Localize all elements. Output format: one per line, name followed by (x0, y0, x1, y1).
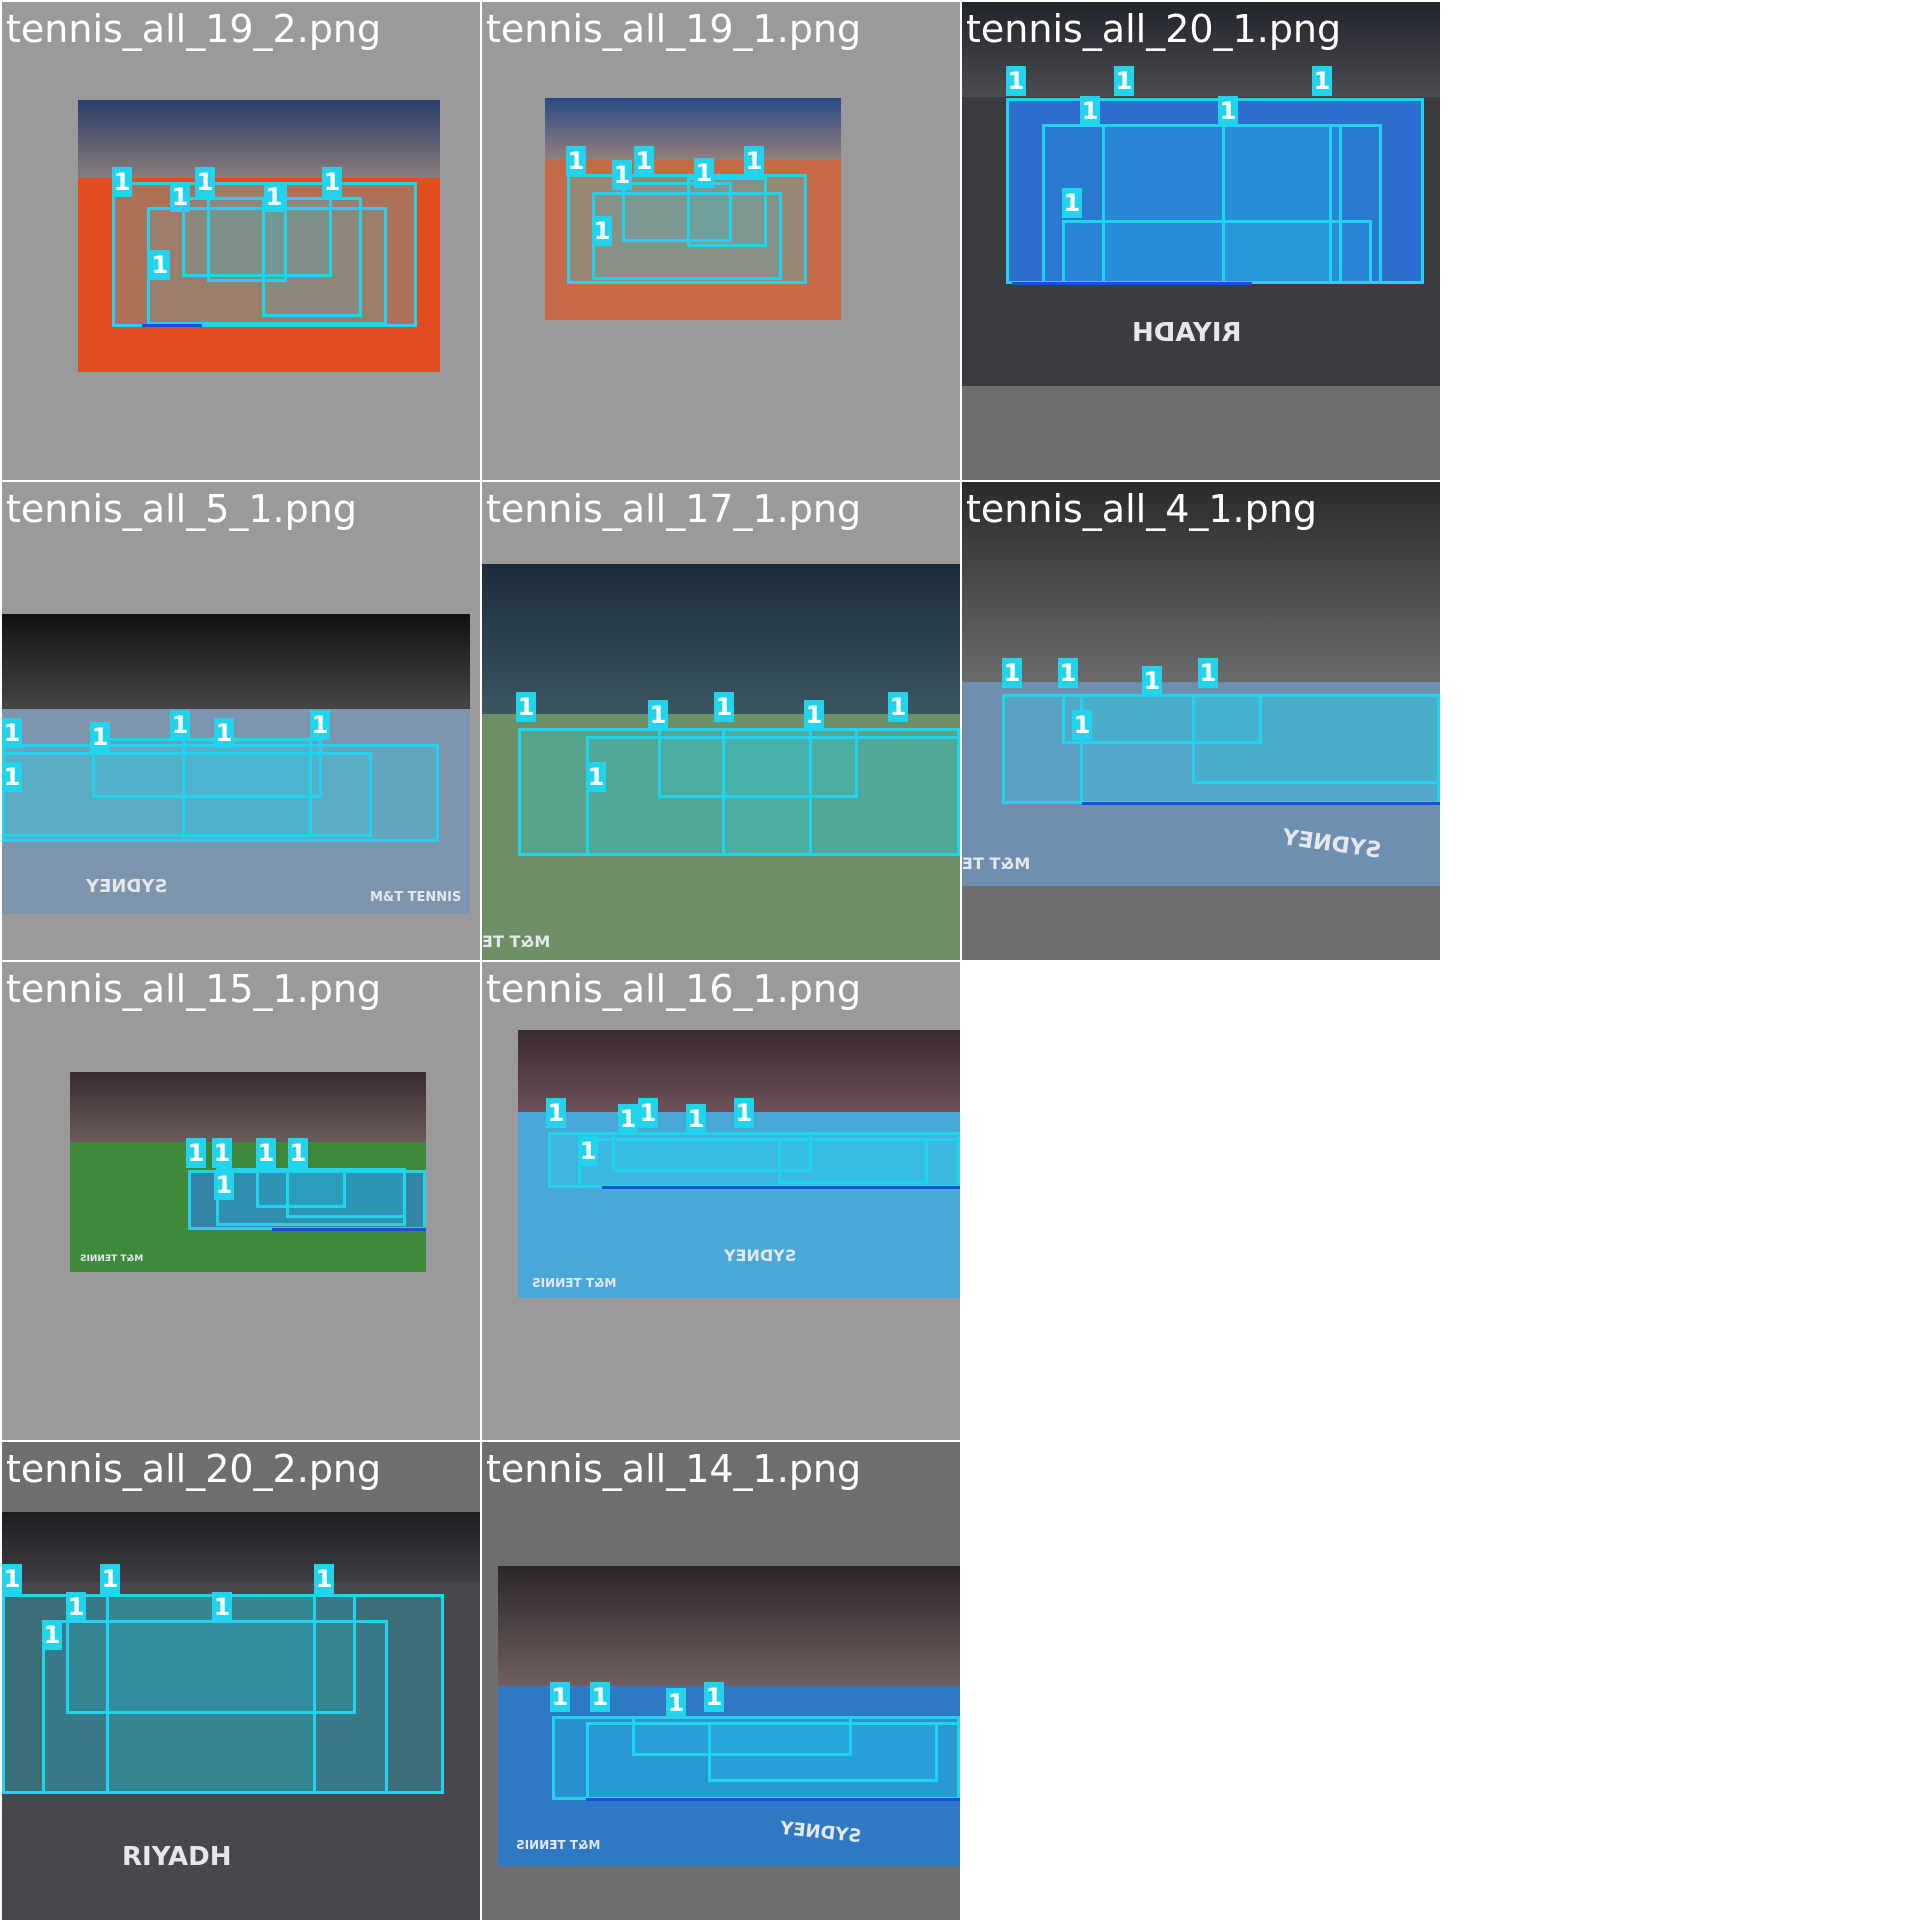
mosaic-tile[interactable]: tennis_all_15_1.png M&T TENNIS 1 1 1 1 1 (2, 962, 480, 1440)
mosaic-tile[interactable]: tennis_all_14_1.png M&T TENNIS SYDNEY 1 … (482, 1442, 960, 1920)
sponsor-text: RIYADH (1132, 318, 1242, 348)
tile-filename: tennis_all_16_1.png (486, 967, 862, 1011)
mosaic-tile[interactable]: RIYADH tennis_all_20_2.png 1 1 1 1 1 1 (2, 1442, 480, 1920)
mosaic-tile[interactable]: tennis_all_5_1.png SYDNEY M&T TENNIS 1 1… (2, 482, 480, 960)
class-label: 1 (1006, 66, 1026, 96)
empty-tile (962, 1442, 1440, 1920)
class-label: 1 (516, 692, 536, 722)
court-text: SYDNEY (86, 876, 168, 897)
brand-text: M&T TE (962, 854, 1031, 873)
brand-text: M&T TENNIS (532, 1276, 617, 1290)
class-label: 1 (112, 167, 132, 197)
tile-filename: tennis_all_17_1.png (486, 487, 862, 531)
mosaic-tile[interactable]: tennis_all_16_1.png SYDNEY M&T TENNIS 1 … (482, 962, 960, 1440)
brand-text: M&T TENNIS (80, 1254, 144, 1264)
class-label: 1 (2, 1564, 22, 1594)
tile-filename: tennis_all_4_1.png (966, 487, 1317, 531)
tile-filename: tennis_all_20_2.png (6, 1447, 382, 1491)
tile-filename: tennis_all_5_1.png (6, 487, 357, 531)
court-text: SYDNEY (1280, 825, 1383, 864)
sponsor-text: RIYADH (122, 1842, 232, 1872)
mosaic-tile[interactable]: RIYADH tennis_all_20_1.png 1 1 1 1 1 1 (962, 2, 1440, 480)
tile-filename: tennis_all_14_1.png (486, 1447, 862, 1491)
brand-text: M&T TENNIS (516, 1838, 601, 1852)
empty-tile (962, 962, 1440, 1440)
tile-filename: tennis_all_20_1.png (966, 7, 1342, 51)
mosaic-tile[interactable]: tennis_all_17_1.png M&T TE 1 1 1 1 1 1 (482, 482, 960, 960)
brand-text: M&T TE (482, 932, 551, 951)
class-label: 1 (550, 1682, 570, 1712)
brand-text: M&T TENNIS (370, 890, 462, 905)
tile-filename: tennis_all_19_2.png (6, 7, 382, 51)
court-text: SYDNEY (779, 1817, 863, 1848)
class-label: 1 (1002, 658, 1022, 688)
court-text: SYDNEY (724, 1246, 797, 1265)
class-label: 1 (2, 718, 22, 748)
tile-filename: tennis_all_19_1.png (486, 7, 862, 51)
tile-image: RIYADH (2, 1512, 480, 1920)
mosaic-tile[interactable]: tennis_all_19_1.png 1 1 1 1 1 1 (482, 2, 960, 480)
mosaic-tile[interactable]: M&T TE SYDNEY tennis_all_4_1.png 1 1 1 1… (962, 482, 1440, 960)
class-label: 1 (546, 1098, 566, 1128)
tile-filename: tennis_all_15_1.png (6, 967, 382, 1011)
tile-image: SYDNEY M&T TENNIS (2, 614, 470, 914)
class-label: 1 (186, 1138, 206, 1168)
mosaic-tile[interactable]: tennis_all_19_2.png 1 1 1 1 1 1 (2, 2, 480, 480)
class-label: 1 (566, 146, 586, 176)
tile-image: M&T TE (482, 564, 960, 960)
